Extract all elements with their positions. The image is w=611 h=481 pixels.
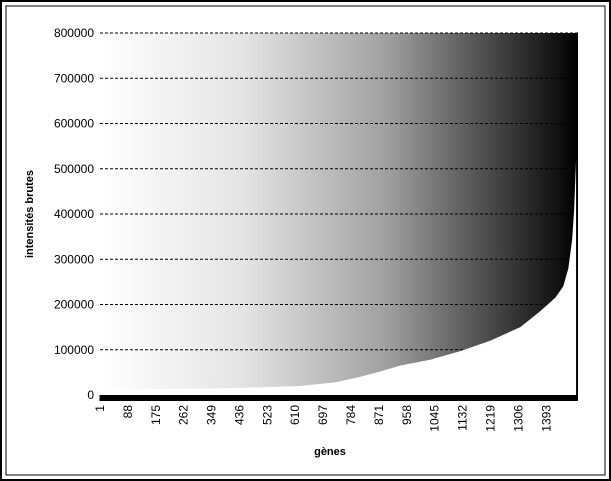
x-tick-label: 697 (316, 405, 330, 425)
plot-area (100, 33, 578, 395)
y-tick-label: 500000 (54, 162, 94, 176)
floor (100, 395, 578, 401)
x-tick-label: 1306 (511, 405, 525, 432)
y-tick-label: 400000 (54, 207, 94, 221)
x-tick-label: 871 (372, 405, 386, 425)
x-tick-label: 349 (205, 405, 219, 425)
x-tick-label: 1 (93, 405, 107, 412)
x-tick-label: 1132 (456, 405, 470, 431)
y-tick-label: 700000 (54, 71, 94, 85)
y-tick-label: 200000 (54, 298, 94, 312)
y-tick-label: 300000 (54, 252, 94, 266)
x-tick-label: 1219 (483, 405, 497, 432)
x-tick-label: 88 (121, 405, 135, 419)
y-tick-label: 100000 (54, 343, 94, 357)
x-tick-label: 523 (260, 405, 274, 425)
x-tick-label: 1393 (539, 405, 553, 432)
area (100, 159, 577, 395)
y-axis-label: intensités brutes (24, 170, 36, 258)
x-axis-label: gènes (314, 446, 346, 458)
chart-frame (5, 5, 606, 476)
x-tick-label: 784 (344, 405, 358, 425)
x-tick-label: 175 (149, 405, 163, 425)
y-tick-label: 0 (87, 388, 94, 402)
x-tick-label: 958 (400, 405, 414, 425)
y-tick-label: 600000 (54, 117, 94, 131)
x-tick-label: 262 (177, 405, 191, 425)
x-tick-label: 610 (288, 405, 302, 425)
x-tick-label: 1045 (428, 405, 442, 432)
x-tick-label: 436 (232, 405, 246, 425)
y-tick-label: 800000 (54, 26, 94, 40)
